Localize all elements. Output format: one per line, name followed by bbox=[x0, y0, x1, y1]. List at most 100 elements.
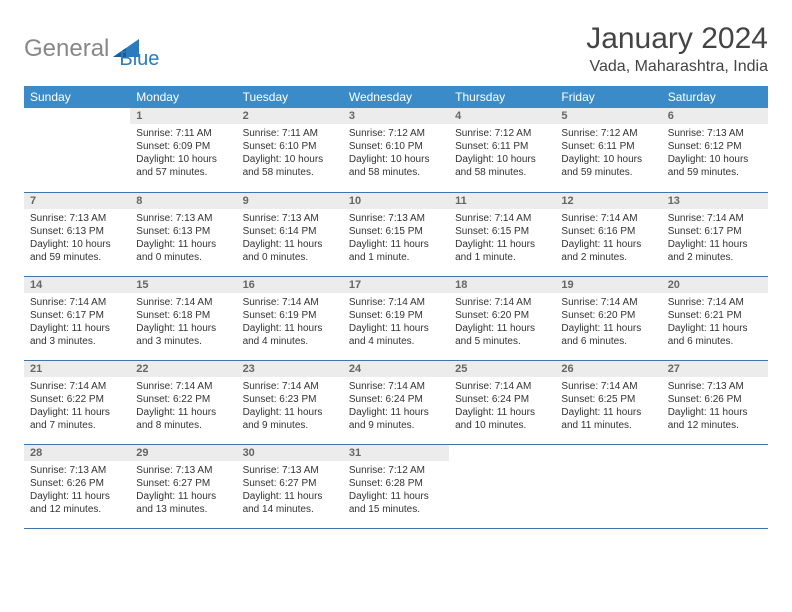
sunset-text: Sunset: 6:23 PM bbox=[243, 393, 337, 406]
day-number: 20 bbox=[662, 277, 768, 293]
sunset-text: Sunset: 6:16 PM bbox=[561, 225, 655, 238]
sunset-text: Sunset: 6:19 PM bbox=[349, 309, 443, 322]
calendar-week-row: 28 Sunrise: 7:13 AMSunset: 6:26 PM Dayligh… bbox=[24, 444, 768, 528]
sunrise-text: Sunrise: 7:14 AM bbox=[561, 296, 655, 309]
calendar-day-cell bbox=[555, 444, 661, 528]
sunrise-text: Sunrise: 7:14 AM bbox=[243, 296, 337, 309]
calendar-day-cell: 29Sunrise: 7:13 AMSunset: 6:27 PMDayligh… bbox=[130, 444, 236, 528]
calendar-day-cell: 24Sunrise: 7:14 AMSunset: 6:24 PMDayligh… bbox=[343, 360, 449, 444]
sunset-text: Sunset: 6:15 PM bbox=[349, 225, 443, 238]
day-number bbox=[662, 445, 768, 449]
daylight-text: Daylight: 11 hours and 4 minutes. bbox=[349, 322, 443, 348]
daylight-text: Daylight: 11 hours and 4 minutes. bbox=[243, 322, 337, 348]
sunrise-text: Sunrise: 7:12 AM bbox=[349, 127, 443, 140]
sunrise-text: Sunrise: 7:14 AM bbox=[30, 380, 124, 393]
day-details: Sunrise: 7:14 AMSunset: 6:25 PMDaylight:… bbox=[555, 377, 661, 434]
day-number: 14 bbox=[24, 277, 130, 293]
sunrise-text: Sunrise: 7:13 AM bbox=[30, 464, 124, 477]
daylight-text: Daylight: 11 hours and 0 minutes. bbox=[243, 238, 337, 264]
calendar-day-cell: 12Sunrise: 7:14 AMSunset: 6:16 PMDayligh… bbox=[555, 192, 661, 276]
sunset-text: Sunset: 6:25 PM bbox=[561, 393, 655, 406]
calendar-day-cell: 15Sunrise: 7:14 AMSunset: 6:18 PMDayligh… bbox=[130, 276, 236, 360]
calendar-day-cell: 11Sunrise: 7:14 AMSunset: 6:15 PMDayligh… bbox=[449, 192, 555, 276]
sunset-text: Sunset: 6:26 PM bbox=[30, 477, 124, 490]
day-details: Sunrise: 7:14 AMSunset: 6:20 PMDaylight:… bbox=[449, 293, 555, 350]
weekday-header: Monday bbox=[130, 86, 236, 108]
calendar-day-cell: 26Sunrise: 7:14 AMSunset: 6:25 PMDayligh… bbox=[555, 360, 661, 444]
sunset-text: Sunset: 6:24 PM bbox=[349, 393, 443, 406]
weekday-header-row: SundayMondayTuesdayWednesdayThursdayFrid… bbox=[24, 86, 768, 108]
daylight-text: Daylight: 11 hours and 5 minutes. bbox=[455, 322, 549, 348]
calendar-day-cell: 20Sunrise: 7:14 AMSunset: 6:21 PMDayligh… bbox=[662, 276, 768, 360]
daylight-text: Daylight: 10 hours and 57 minutes. bbox=[136, 153, 230, 179]
sunset-text: Sunset: 6:10 PM bbox=[349, 140, 443, 153]
day-number: 9 bbox=[237, 193, 343, 209]
day-details: Sunrise: 7:14 AMSunset: 6:17 PMDaylight:… bbox=[662, 209, 768, 266]
day-details: Sunrise: 7:14 AMSunset: 6:24 PMDaylight:… bbox=[343, 377, 449, 434]
calendar-day-cell: 16Sunrise: 7:14 AMSunset: 6:19 PMDayligh… bbox=[237, 276, 343, 360]
calendar-day-cell: 30Sunrise: 7:13 AMSunset: 6:27 PMDayligh… bbox=[237, 444, 343, 528]
sunset-text: Sunset: 6:24 PM bbox=[455, 393, 549, 406]
calendar-day-cell bbox=[24, 108, 130, 192]
day-details: Sunrise: 7:13 AMSunset: 6:15 PMDaylight:… bbox=[343, 209, 449, 266]
calendar-body: 1Sunrise: 7:11 AMSunset: 6:09 PMDaylight… bbox=[24, 108, 768, 528]
daylight-text: Daylight: 10 hours and 59 minutes. bbox=[561, 153, 655, 179]
logo-text-part2: Blue bbox=[119, 48, 159, 71]
sunset-text: Sunset: 6:21 PM bbox=[668, 309, 762, 322]
daylight-text: Daylight: 10 hours and 59 minutes. bbox=[30, 238, 124, 264]
day-number: 21 bbox=[24, 361, 130, 377]
day-details: Sunrise: 7:12 AMSunset: 6:11 PMDaylight:… bbox=[449, 124, 555, 181]
day-details: Sunrise: 7:12 AMSunset: 6:28 PMDaylight:… bbox=[343, 461, 449, 518]
daylight-text: Daylight: 11 hours and 8 minutes. bbox=[136, 406, 230, 432]
calendar-day-cell: 3Sunrise: 7:12 AMSunset: 6:10 PMDaylight… bbox=[343, 108, 449, 192]
daylight-text: Daylight: 11 hours and 3 minutes. bbox=[30, 322, 124, 348]
sunset-text: Sunset: 6:11 PM bbox=[455, 140, 549, 153]
day-details: Sunrise: 7:13 AMSunset: 6:13 PMDaylight:… bbox=[24, 209, 130, 266]
calendar-day-cell: 4Sunrise: 7:12 AMSunset: 6:11 PMDaylight… bbox=[449, 108, 555, 192]
daylight-text: Daylight: 11 hours and 10 minutes. bbox=[455, 406, 549, 432]
weekday-header: Friday bbox=[555, 86, 661, 108]
day-number: 28 bbox=[24, 445, 130, 461]
sunrise-text: Sunrise: 7:11 AM bbox=[136, 127, 230, 140]
day-details: Sunrise: 7:14 AMSunset: 6:21 PMDaylight:… bbox=[662, 293, 768, 350]
day-number: 22 bbox=[130, 361, 236, 377]
daylight-text: Daylight: 11 hours and 15 minutes. bbox=[349, 490, 443, 516]
day-number: 12 bbox=[555, 193, 661, 209]
day-number: 31 bbox=[343, 445, 449, 461]
location-text: Vada, Maharashtra, India bbox=[586, 58, 768, 76]
daylight-text: Daylight: 11 hours and 9 minutes. bbox=[349, 406, 443, 432]
calendar-day-cell bbox=[662, 444, 768, 528]
day-number: 23 bbox=[237, 361, 343, 377]
day-details: Sunrise: 7:14 AMSunset: 6:23 PMDaylight:… bbox=[237, 377, 343, 434]
sunrise-text: Sunrise: 7:14 AM bbox=[349, 296, 443, 309]
daylight-text: Daylight: 10 hours and 59 minutes. bbox=[668, 153, 762, 179]
sunrise-text: Sunrise: 7:13 AM bbox=[668, 380, 762, 393]
sunset-text: Sunset: 6:27 PM bbox=[243, 477, 337, 490]
calendar-day-cell: 1Sunrise: 7:11 AMSunset: 6:09 PMDaylight… bbox=[130, 108, 236, 192]
day-details: Sunrise: 7:11 AMSunset: 6:09 PMDaylight:… bbox=[130, 124, 236, 181]
weekday-header: Thursday bbox=[449, 86, 555, 108]
calendar-day-cell: 17Sunrise: 7:14 AMSunset: 6:19 PMDayligh… bbox=[343, 276, 449, 360]
header: General Blue January 2024 Vada, Maharash… bbox=[24, 22, 768, 76]
day-details: Sunrise: 7:14 AMSunset: 6:22 PMDaylight:… bbox=[130, 377, 236, 434]
sunrise-text: Sunrise: 7:12 AM bbox=[455, 127, 549, 140]
calendar-day-cell: 21Sunrise: 7:14 AMSunset: 6:22 PMDayligh… bbox=[24, 360, 130, 444]
day-number: 30 bbox=[237, 445, 343, 461]
calendar-day-cell: 25Sunrise: 7:14 AMSunset: 6:24 PMDayligh… bbox=[449, 360, 555, 444]
calendar-day-cell: 28Sunrise: 7:13 AMSunset: 6:26 PMDayligh… bbox=[24, 444, 130, 528]
calendar-week-row: 21Sunrise: 7:14 AMSunset: 6:22 PMDayligh… bbox=[24, 360, 768, 444]
day-details: Sunrise: 7:13 AMSunset: 6:26 PMDaylight:… bbox=[662, 377, 768, 434]
day-number: 15 bbox=[130, 277, 236, 293]
day-number: 6 bbox=[662, 108, 768, 124]
sunset-text: Sunset: 6:19 PM bbox=[243, 309, 337, 322]
day-number: 7 bbox=[24, 193, 130, 209]
sunset-text: Sunset: 6:28 PM bbox=[349, 477, 443, 490]
calendar-day-cell: 8Sunrise: 7:13 AMSunset: 6:13 PMDaylight… bbox=[130, 192, 236, 276]
sunrise-text: Sunrise: 7:13 AM bbox=[136, 212, 230, 225]
daylight-text: Daylight: 11 hours and 6 minutes. bbox=[668, 322, 762, 348]
sunrise-text: Sunrise: 7:13 AM bbox=[30, 212, 124, 225]
daylight-text: Daylight: 10 hours and 58 minutes. bbox=[349, 153, 443, 179]
day-number: 25 bbox=[449, 361, 555, 377]
sunset-text: Sunset: 6:26 PM bbox=[668, 393, 762, 406]
daylight-text: Daylight: 11 hours and 11 minutes. bbox=[561, 406, 655, 432]
